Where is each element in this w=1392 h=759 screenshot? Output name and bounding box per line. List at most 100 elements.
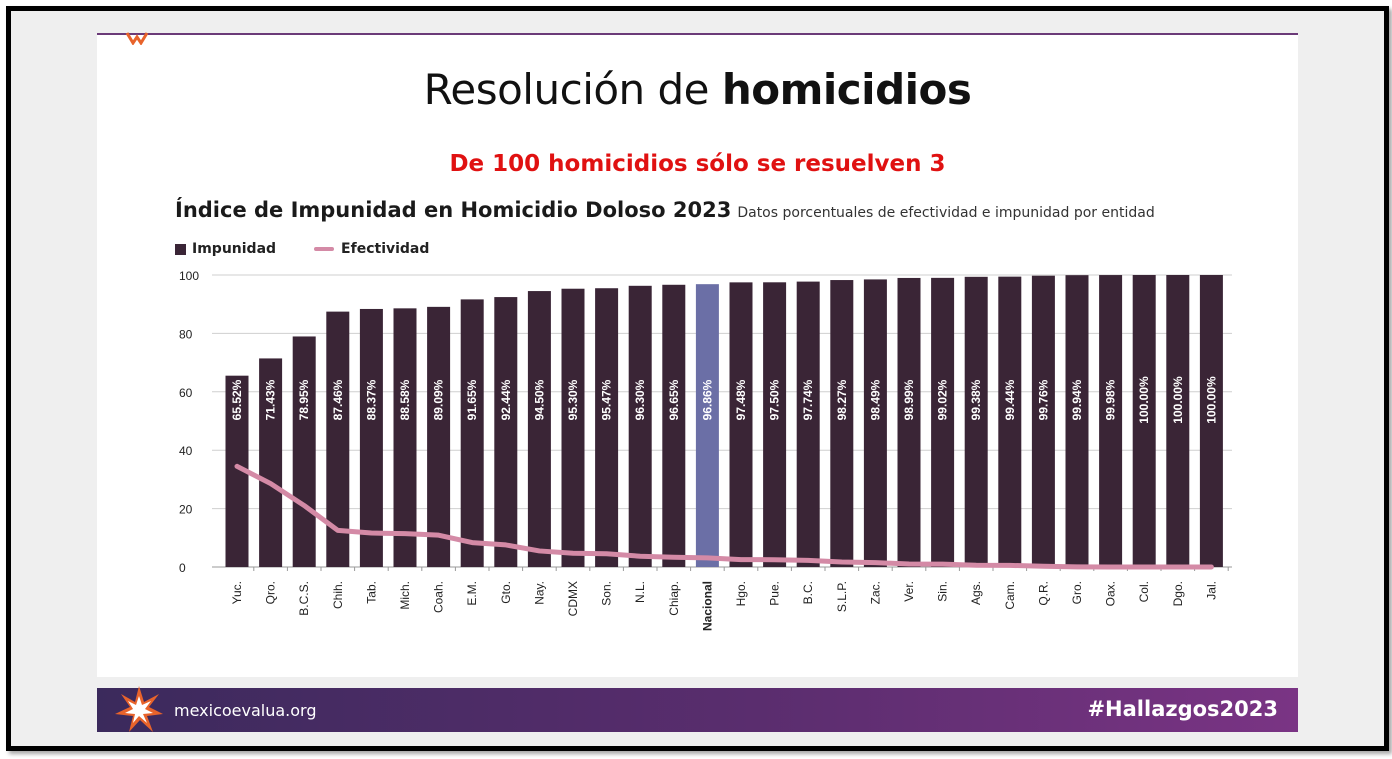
bar-value-label: 99.38% bbox=[969, 379, 983, 420]
x-category-label: Ags. bbox=[969, 581, 983, 605]
bar-slp bbox=[830, 280, 854, 567]
x-category-label: Yuc. bbox=[230, 581, 244, 604]
bar-chiap bbox=[662, 284, 686, 567]
x-category-label: Chih. bbox=[331, 581, 345, 609]
bar-nay bbox=[527, 291, 551, 567]
efectividad-line bbox=[234, 463, 1214, 570]
x-category-label: Mich. bbox=[398, 581, 412, 610]
bar-gto bbox=[494, 297, 518, 567]
bar-bc bbox=[796, 281, 820, 567]
x-category-label: Col. bbox=[1137, 581, 1151, 602]
bar-value-label: 87.46% bbox=[331, 379, 345, 420]
x-category-label: Gro. bbox=[1070, 581, 1084, 604]
bar-mich bbox=[393, 308, 417, 567]
logo-top-icon bbox=[125, 32, 149, 45]
x-category-label: Son. bbox=[600, 581, 614, 606]
x-category-label: S.L.P. bbox=[835, 581, 849, 612]
bar-sin bbox=[931, 277, 955, 567]
footer-site-link[interactable]: mexicoevalua.org bbox=[174, 701, 317, 720]
legend-efectividad-swatch bbox=[314, 247, 335, 251]
bar-qro bbox=[259, 358, 283, 567]
chart-heading: Índice de Impunidad en Homicidio Doloso … bbox=[175, 198, 1155, 222]
y-tick-label: 80 bbox=[179, 327, 193, 341]
x-category-label: Tab. bbox=[364, 581, 378, 604]
y-tick-label: 60 bbox=[179, 386, 193, 400]
x-category-label: Oax. bbox=[1104, 581, 1118, 606]
y-tick-label: 100 bbox=[179, 269, 199, 283]
x-category-label: Nacional bbox=[700, 581, 714, 631]
y-tick-label: 0 bbox=[179, 561, 186, 575]
bar-pue bbox=[763, 282, 787, 567]
bar-cdmx bbox=[561, 288, 585, 567]
bar-son bbox=[595, 288, 619, 567]
x-category-label: Zac. bbox=[868, 581, 882, 604]
footer-bar: mexicoevalua.org #Hallazgos2023 bbox=[97, 686, 1298, 732]
legend-impunidad-swatch bbox=[175, 243, 186, 255]
bar-value-label: 92.44% bbox=[499, 379, 513, 420]
bar-zac bbox=[863, 279, 887, 567]
bar-value-label: 95.30% bbox=[566, 379, 580, 420]
bar-col bbox=[1132, 275, 1156, 567]
x-category-label: Ver. bbox=[902, 581, 916, 602]
x-category-label: Coah. bbox=[432, 581, 446, 613]
bar-value-label: 98.99% bbox=[902, 379, 916, 420]
bar-value-label: 88.37% bbox=[364, 379, 378, 420]
chart-title: Índice de Impunidad en Homicidio Doloso … bbox=[175, 198, 732, 222]
bar-ags bbox=[964, 276, 988, 567]
footer-hashtag: #Hallazgos2023 bbox=[1087, 697, 1278, 721]
bar-value-label: 98.27% bbox=[835, 379, 849, 420]
x-category-label: Dgo. bbox=[1171, 581, 1185, 606]
x-category-label: B.C.S. bbox=[297, 581, 311, 616]
bar-value-label: 99.44% bbox=[1003, 379, 1017, 420]
x-category-label: E.M. bbox=[465, 581, 479, 606]
bar-value-label: 99.02% bbox=[936, 379, 950, 420]
y-tick-label: 40 bbox=[179, 444, 193, 458]
chart-description: Datos porcentuales de efectividad e impu… bbox=[737, 205, 1155, 221]
impunity-chart: 0 20 40 60 80 100 65.52% Yuc. 71.43% Qro. 78.95% B.… bbox=[179, 269, 1232, 631]
x-category-label: Cam. bbox=[1003, 581, 1017, 610]
x-category-label: Q.R. bbox=[1036, 581, 1050, 606]
x-category-label: N.L. bbox=[633, 581, 647, 603]
bar-value-label: 94.50% bbox=[532, 379, 546, 420]
bar-value-label: 95.47% bbox=[600, 379, 614, 420]
slide-subtitle: De 100 homicidios sólo se resuelven 3 bbox=[449, 151, 946, 177]
x-category-label: Nay. bbox=[532, 581, 546, 605]
y-tick-label: 20 bbox=[179, 503, 193, 517]
bar-value-label: 99.94% bbox=[1070, 379, 1084, 420]
bar-value-label: 98.49% bbox=[868, 379, 882, 420]
bar-value-label: 89.09% bbox=[432, 379, 446, 420]
screenshot-frame: Resolución de homicidios De 100 homicidi… bbox=[6, 6, 1389, 751]
bar-hgo bbox=[729, 282, 753, 567]
bar-value-label: 65.52% bbox=[230, 379, 244, 420]
bar-value-label: 100.00% bbox=[1171, 376, 1185, 424]
bar-em bbox=[460, 299, 484, 567]
bar-tab bbox=[359, 308, 383, 567]
bar-value-label: 100.00% bbox=[1137, 376, 1151, 424]
bar-value-label: 100.00% bbox=[1204, 376, 1218, 424]
page-title: Resolución de homicidios bbox=[97, 65, 1298, 114]
bar-value-label: 71.43% bbox=[264, 379, 278, 420]
bar-nacional bbox=[695, 284, 719, 567]
bar-value-label: 99.76% bbox=[1036, 379, 1050, 420]
bar-coah bbox=[427, 306, 451, 567]
title-regular: Resolución de bbox=[423, 65, 722, 114]
bar-value-label: 96.30% bbox=[633, 379, 647, 420]
bar-value-label: 97.48% bbox=[734, 379, 748, 420]
bar-gro bbox=[1065, 275, 1089, 567]
bar-bcs bbox=[292, 336, 316, 567]
bar-jal bbox=[1199, 275, 1223, 567]
bar-value-label: 78.95% bbox=[297, 379, 311, 420]
bar-value-label: 97.50% bbox=[768, 379, 782, 420]
bar-value-label: 96.86% bbox=[700, 379, 714, 420]
bar-qr bbox=[1031, 275, 1055, 567]
legend-efectividad-label: Efectividad bbox=[341, 241, 430, 257]
bar-value-label: 96.65% bbox=[667, 379, 681, 420]
x-category-label: B.C. bbox=[801, 581, 815, 604]
bar-value-label: 99.98% bbox=[1104, 379, 1118, 420]
x-category-label: Sin. bbox=[936, 581, 950, 602]
bar-oax bbox=[1099, 275, 1123, 567]
x-category-label: Chiap. bbox=[667, 581, 681, 616]
chart-legend: Impunidad Efectividad bbox=[175, 241, 429, 257]
legend-impunidad-label: Impunidad bbox=[192, 241, 277, 257]
slide: Resolución de homicidios De 100 homicidi… bbox=[97, 32, 1298, 677]
